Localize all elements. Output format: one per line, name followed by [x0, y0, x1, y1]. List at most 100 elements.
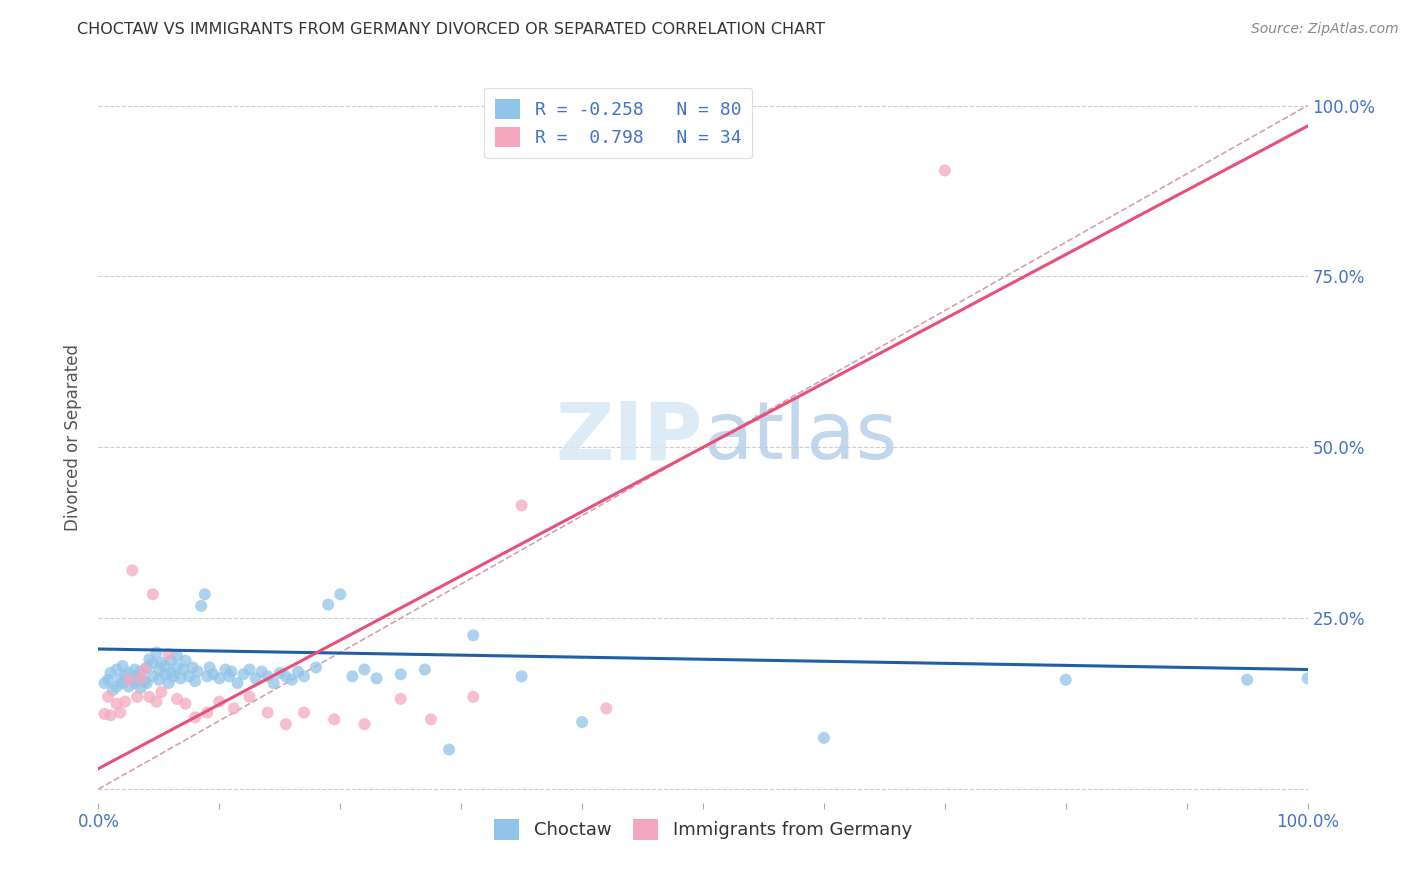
- Point: [145, 645, 167, 659]
- Point: [389, 692, 412, 706]
- Point: [97, 673, 120, 687]
- Y-axis label: Divorced or Separated: Divorced or Separated: [65, 343, 83, 531]
- Point: [166, 660, 188, 674]
- Point: [181, 660, 204, 674]
- Point: [127, 690, 149, 704]
- Point: [239, 663, 262, 677]
- Point: [100, 708, 122, 723]
- Text: atlas: atlas: [703, 398, 897, 476]
- Point: [187, 665, 209, 679]
- Point: [269, 665, 291, 680]
- Point: [292, 706, 315, 720]
- Point: [195, 706, 218, 720]
- Point: [114, 669, 136, 683]
- Point: [1236, 673, 1258, 687]
- Point: [389, 667, 412, 681]
- Point: [129, 672, 152, 686]
- Point: [166, 692, 188, 706]
- Point: [105, 663, 128, 677]
- Point: [108, 706, 131, 720]
- Point: [138, 652, 160, 666]
- Point: [118, 673, 141, 687]
- Point: [221, 665, 243, 679]
- Point: [226, 676, 249, 690]
- Point: [274, 669, 297, 683]
- Point: [413, 663, 436, 677]
- Point: [111, 676, 134, 690]
- Point: [323, 713, 346, 727]
- Point: [329, 587, 352, 601]
- Point: [105, 680, 128, 694]
- Point: [274, 717, 297, 731]
- Point: [214, 663, 236, 677]
- Point: [145, 695, 167, 709]
- Point: [169, 672, 191, 686]
- Point: [179, 669, 201, 683]
- Point: [157, 647, 180, 661]
- Point: [118, 665, 141, 680]
- Point: [93, 676, 115, 690]
- Point: [148, 663, 170, 677]
- Point: [142, 669, 165, 683]
- Point: [153, 667, 176, 681]
- Point: [93, 706, 115, 721]
- Point: [150, 685, 173, 699]
- Point: [366, 672, 388, 686]
- Point: [934, 163, 956, 178]
- Point: [142, 587, 165, 601]
- Point: [1296, 672, 1319, 686]
- Point: [121, 563, 143, 577]
- Point: [281, 673, 304, 687]
- Point: [232, 667, 254, 681]
- Point: [263, 676, 285, 690]
- Point: [174, 697, 197, 711]
- Point: [174, 654, 197, 668]
- Point: [305, 660, 328, 674]
- Point: [105, 697, 128, 711]
- Point: [114, 695, 136, 709]
- Point: [571, 715, 593, 730]
- Point: [160, 654, 183, 668]
- Point: [111, 659, 134, 673]
- Point: [153, 659, 176, 673]
- Point: [245, 672, 267, 686]
- Point: [208, 695, 231, 709]
- Point: [463, 690, 485, 704]
- Point: [256, 706, 278, 720]
- Point: [101, 683, 124, 698]
- Point: [353, 663, 375, 677]
- Point: [463, 628, 485, 642]
- Point: [292, 669, 315, 683]
- Point: [166, 648, 188, 663]
- Point: [138, 690, 160, 704]
- Point: [129, 665, 152, 679]
- Point: [239, 690, 262, 704]
- Point: [510, 499, 533, 513]
- Point: [353, 717, 375, 731]
- Point: [184, 674, 207, 689]
- Point: [124, 676, 146, 690]
- Point: [287, 665, 309, 679]
- Point: [1054, 673, 1077, 687]
- Point: [218, 669, 240, 683]
- Legend: Choctaw, Immigrants from Germany: Choctaw, Immigrants from Germany: [485, 810, 921, 848]
- Point: [135, 660, 157, 674]
- Point: [160, 665, 183, 680]
- Point: [157, 676, 180, 690]
- Point: [135, 676, 157, 690]
- Point: [108, 673, 131, 687]
- Point: [198, 660, 221, 674]
- Point: [208, 672, 231, 686]
- Point: [134, 663, 156, 677]
- Point: [222, 701, 245, 715]
- Point: [162, 669, 184, 683]
- Point: [190, 599, 212, 613]
- Point: [813, 731, 835, 745]
- Text: Source: ZipAtlas.com: Source: ZipAtlas.com: [1251, 22, 1399, 37]
- Text: ZIP: ZIP: [555, 398, 703, 476]
- Point: [134, 674, 156, 689]
- Point: [194, 587, 217, 601]
- Point: [172, 663, 194, 677]
- Point: [129, 681, 152, 695]
- Point: [97, 690, 120, 704]
